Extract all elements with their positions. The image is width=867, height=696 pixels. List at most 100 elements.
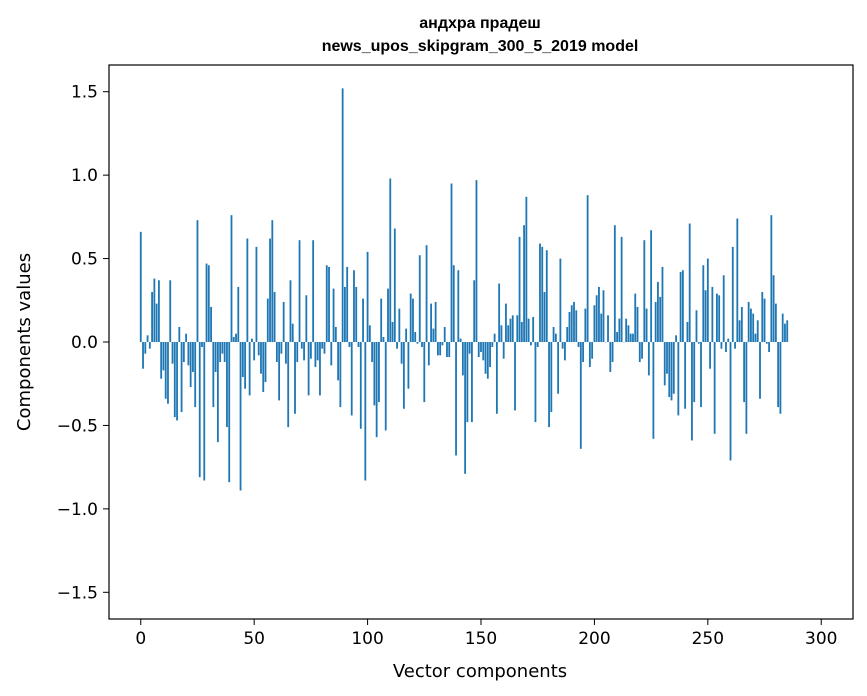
bar [350, 342, 353, 416]
bar [529, 342, 532, 346]
bar [153, 278, 156, 342]
bar [632, 333, 634, 342]
x-tick-label: 200 [578, 629, 610, 649]
bar [602, 290, 605, 342]
bar [226, 342, 228, 428]
bar [688, 223, 691, 342]
bar [250, 338, 253, 342]
bar [661, 266, 664, 342]
bar [607, 315, 609, 342]
bar [636, 306, 639, 342]
bar [446, 342, 448, 358]
bar [750, 308, 752, 342]
bar [677, 342, 680, 416]
bar [493, 333, 496, 342]
bar [700, 342, 702, 408]
bar [659, 296, 662, 342]
bar [647, 342, 650, 376]
bar [634, 293, 637, 342]
bar [518, 236, 521, 342]
bar [468, 342, 471, 354]
bar [155, 303, 158, 342]
bar [616, 331, 619, 342]
bar [321, 342, 324, 349]
bar [387, 288, 389, 342]
bar [591, 342, 594, 359]
bar [684, 342, 687, 409]
bar [502, 342, 505, 359]
bar [706, 258, 709, 342]
bar [536, 342, 539, 348]
bar [643, 240, 646, 342]
bar [509, 318, 512, 342]
bar [305, 295, 308, 342]
bar [498, 283, 501, 342]
bar [378, 342, 380, 403]
bar [738, 320, 741, 342]
bar [697, 342, 700, 344]
bar [718, 295, 721, 342]
x-tick-label: 50 [243, 629, 265, 649]
bar [232, 336, 235, 342]
bar [203, 342, 206, 481]
y-tick-label: 1.5 [71, 83, 98, 103]
bar [514, 342, 516, 411]
bar [205, 263, 208, 342]
bar [752, 313, 755, 342]
bar [486, 342, 489, 379]
bar [575, 310, 578, 342]
bar [328, 266, 330, 342]
x-axis-label: Vector components [393, 661, 567, 682]
bar [164, 342, 167, 399]
bar [228, 342, 231, 483]
bar [418, 255, 421, 342]
bar [430, 303, 433, 342]
bar [373, 342, 376, 406]
bar [343, 286, 346, 342]
bar [300, 342, 303, 349]
bar [566, 326, 569, 342]
bar [148, 342, 151, 349]
y-tick-label: 0.0 [71, 333, 98, 353]
bar [495, 342, 498, 414]
bar [139, 231, 142, 342]
bar [348, 342, 351, 348]
bar [167, 342, 169, 404]
bar [715, 293, 718, 342]
bar [668, 342, 671, 398]
chart-title: андхра прадеш [419, 15, 540, 32]
y-tick-label: −0.5 [57, 416, 98, 436]
y-tick-label: 0.5 [71, 250, 98, 270]
bar [761, 291, 764, 342]
bar [523, 225, 526, 342]
bar [584, 308, 587, 342]
bar [564, 342, 566, 361]
bar [171, 342, 174, 364]
bar [652, 342, 655, 439]
bar [561, 342, 564, 349]
bar [176, 342, 178, 421]
bar [239, 342, 242, 491]
bar [439, 342, 442, 356]
x-tick-label: 150 [465, 629, 497, 649]
bar [214, 342, 217, 373]
y-tick-label: −1.5 [57, 583, 98, 603]
bar [312, 240, 315, 342]
bar [774, 303, 777, 342]
bar [185, 333, 188, 342]
bar [323, 342, 326, 354]
bar [296, 342, 299, 363]
bar [754, 333, 757, 342]
bar [162, 342, 165, 371]
bar [480, 342, 482, 353]
bar [781, 313, 784, 342]
bar [554, 333, 557, 342]
bar [627, 325, 630, 342]
bar [412, 298, 414, 342]
bar [475, 180, 478, 342]
bar [532, 316, 535, 342]
bar [314, 342, 317, 368]
bar [679, 271, 682, 342]
bar [262, 342, 265, 393]
